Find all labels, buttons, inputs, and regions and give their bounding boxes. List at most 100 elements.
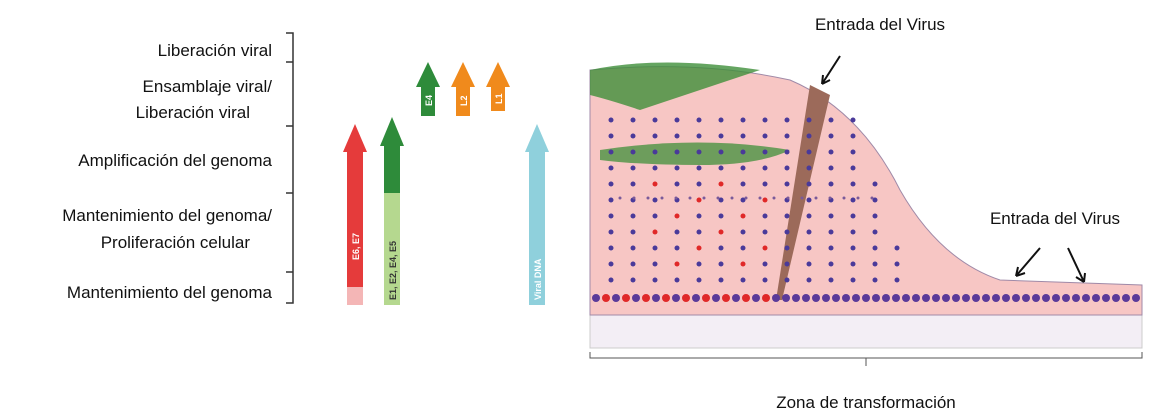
cell-nucleus	[609, 198, 614, 203]
cell-nucleus	[1022, 294, 1030, 302]
cell-nucleus	[851, 182, 856, 187]
arrow-label: L2	[459, 95, 469, 106]
cell-nucleus	[832, 294, 840, 302]
cell-nucleus	[609, 166, 614, 171]
cell-nucleus	[719, 166, 724, 171]
arrow-head	[486, 62, 510, 87]
virus-entry-label: Entrada del Virus	[990, 209, 1120, 228]
cell-nucleus	[763, 230, 768, 235]
cell-nucleus	[773, 197, 776, 200]
cell-nucleus	[763, 118, 768, 123]
cell-nucleus	[763, 262, 768, 267]
cell-nucleus	[851, 278, 856, 283]
pointer	[1016, 248, 1085, 282]
cell-nucleus	[642, 294, 650, 302]
cell-nucleus	[741, 150, 746, 155]
cell-nucleus	[697, 182, 702, 187]
cell-nucleus	[697, 198, 702, 203]
cell-nucleus	[741, 262, 746, 267]
cell-nucleus	[652, 294, 660, 302]
cell-nucleus	[697, 118, 702, 123]
cell-nucleus	[631, 214, 636, 219]
cell-nucleus	[609, 230, 614, 235]
cell-nucleus	[807, 118, 812, 123]
cell-nucleus	[741, 230, 746, 235]
stage-label: Mantenimiento del genoma	[67, 283, 273, 302]
cell-nucleus	[675, 214, 680, 219]
cell-nucleus	[873, 182, 878, 187]
cell-nucleus	[675, 182, 680, 187]
cell-nucleus	[1092, 294, 1100, 302]
cell-nucleus	[633, 197, 636, 200]
cell-nucleus	[719, 230, 724, 235]
cell-nucleus	[675, 118, 680, 123]
cell-nucleus	[895, 246, 900, 251]
virus-entry-label: Entrada del Virus	[815, 15, 945, 34]
cell-nucleus	[719, 134, 724, 139]
cell-nucleus	[662, 294, 670, 302]
cell-nucleus	[631, 182, 636, 187]
cell-nucleus	[697, 246, 702, 251]
cell-nucleus	[759, 197, 762, 200]
cell-nucleus	[632, 294, 640, 302]
pointer	[822, 56, 840, 84]
cell-nucleus	[842, 294, 850, 302]
cell-nucleus	[763, 150, 768, 155]
cell-nucleus	[807, 278, 812, 283]
cell-nucleus	[631, 150, 636, 155]
cell-nucleus	[653, 166, 658, 171]
cell-nucleus	[1122, 294, 1130, 302]
cell-nucleus	[851, 262, 856, 267]
cell-nucleus	[672, 294, 680, 302]
cell-nucleus	[762, 294, 770, 302]
cell-nucleus	[697, 262, 702, 267]
stage-label: Liberación viral	[158, 41, 272, 60]
cell-nucleus	[785, 182, 790, 187]
cell-nucleus	[871, 197, 874, 200]
cell-nucleus	[647, 197, 650, 200]
cell-nucleus	[982, 294, 990, 302]
cell-nucleus	[862, 294, 870, 302]
cell-nucleus	[675, 230, 680, 235]
cell-nucleus	[792, 294, 800, 302]
cell-nucleus	[922, 294, 930, 302]
cell-nucleus	[602, 294, 610, 302]
cell-nucleus	[653, 262, 658, 267]
cell-nucleus	[1032, 294, 1040, 302]
cell-nucleus	[653, 230, 658, 235]
cell-nucleus	[631, 230, 636, 235]
cell-nucleus	[675, 278, 680, 283]
cell-nucleus	[851, 150, 856, 155]
cell-nucleus	[857, 197, 860, 200]
cell-nucleus	[872, 294, 880, 302]
cell-nucleus	[763, 214, 768, 219]
cell-nucleus	[763, 166, 768, 171]
zone-bracket	[590, 352, 1142, 366]
cell-nucleus	[697, 278, 702, 283]
cell-nucleus	[785, 150, 790, 155]
cell-nucleus	[829, 118, 834, 123]
arrow-label: E4	[424, 95, 434, 106]
cell-nucleus	[785, 214, 790, 219]
cell-nucleus	[609, 214, 614, 219]
cell-nucleus	[631, 134, 636, 139]
cell-nucleus	[807, 182, 812, 187]
cell-nucleus	[631, 246, 636, 251]
stage-labels: Liberación viral Ensamblaje viral/ Liber…	[62, 41, 272, 302]
cell-nucleus	[873, 278, 878, 283]
cell-nucleus	[772, 294, 780, 302]
cell-nucleus	[785, 166, 790, 171]
cell-nucleus	[653, 246, 658, 251]
cell-nucleus	[962, 294, 970, 302]
cell-nucleus	[829, 246, 834, 251]
cell-nucleus	[653, 134, 658, 139]
cell-nucleus	[785, 230, 790, 235]
cell-nucleus	[653, 182, 658, 187]
cell-nucleus	[807, 166, 812, 171]
cell-nucleus	[807, 214, 812, 219]
cell-nucleus	[702, 294, 710, 302]
cell-nucleus	[719, 278, 724, 283]
cell-nucleus	[653, 118, 658, 123]
cell-nucleus	[1042, 294, 1050, 302]
cell-nucleus	[609, 262, 614, 267]
